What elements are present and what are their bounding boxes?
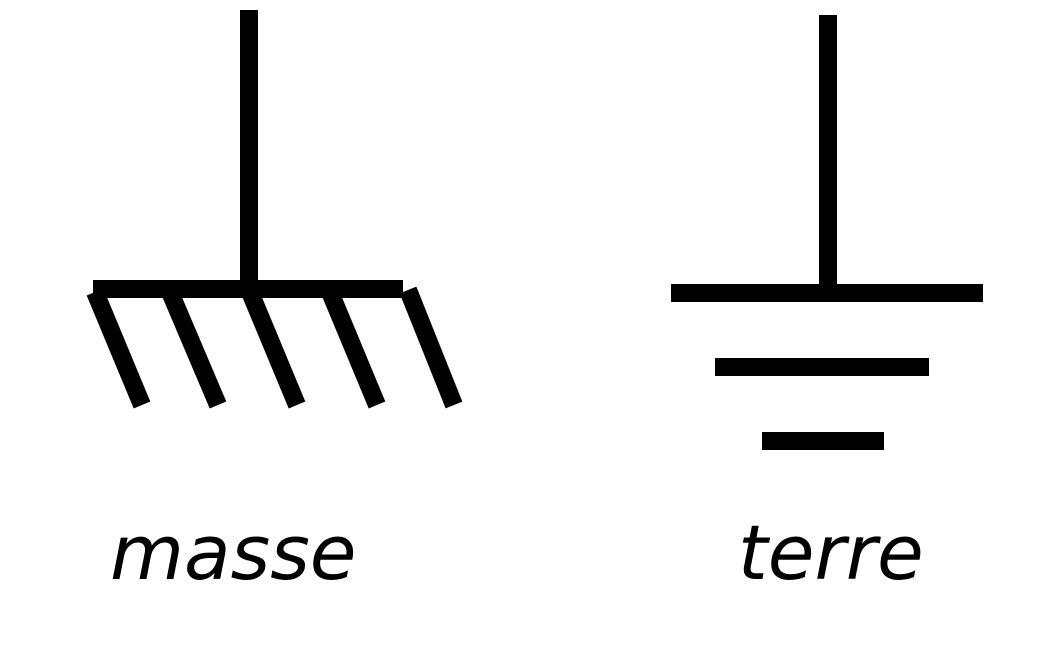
chassis-ground-icon xyxy=(86,10,463,409)
chassis-ground-hatch xyxy=(161,288,227,409)
chassis-ground-hatch xyxy=(241,288,306,409)
earth-ground-icon xyxy=(671,15,983,450)
earth-ground-label: terre xyxy=(738,508,924,597)
chassis-ground-hatch xyxy=(86,288,151,409)
chassis-ground-hatch xyxy=(321,288,386,409)
chassis-ground-label: masse xyxy=(110,508,357,597)
chassis-ground-hatch xyxy=(399,286,463,409)
